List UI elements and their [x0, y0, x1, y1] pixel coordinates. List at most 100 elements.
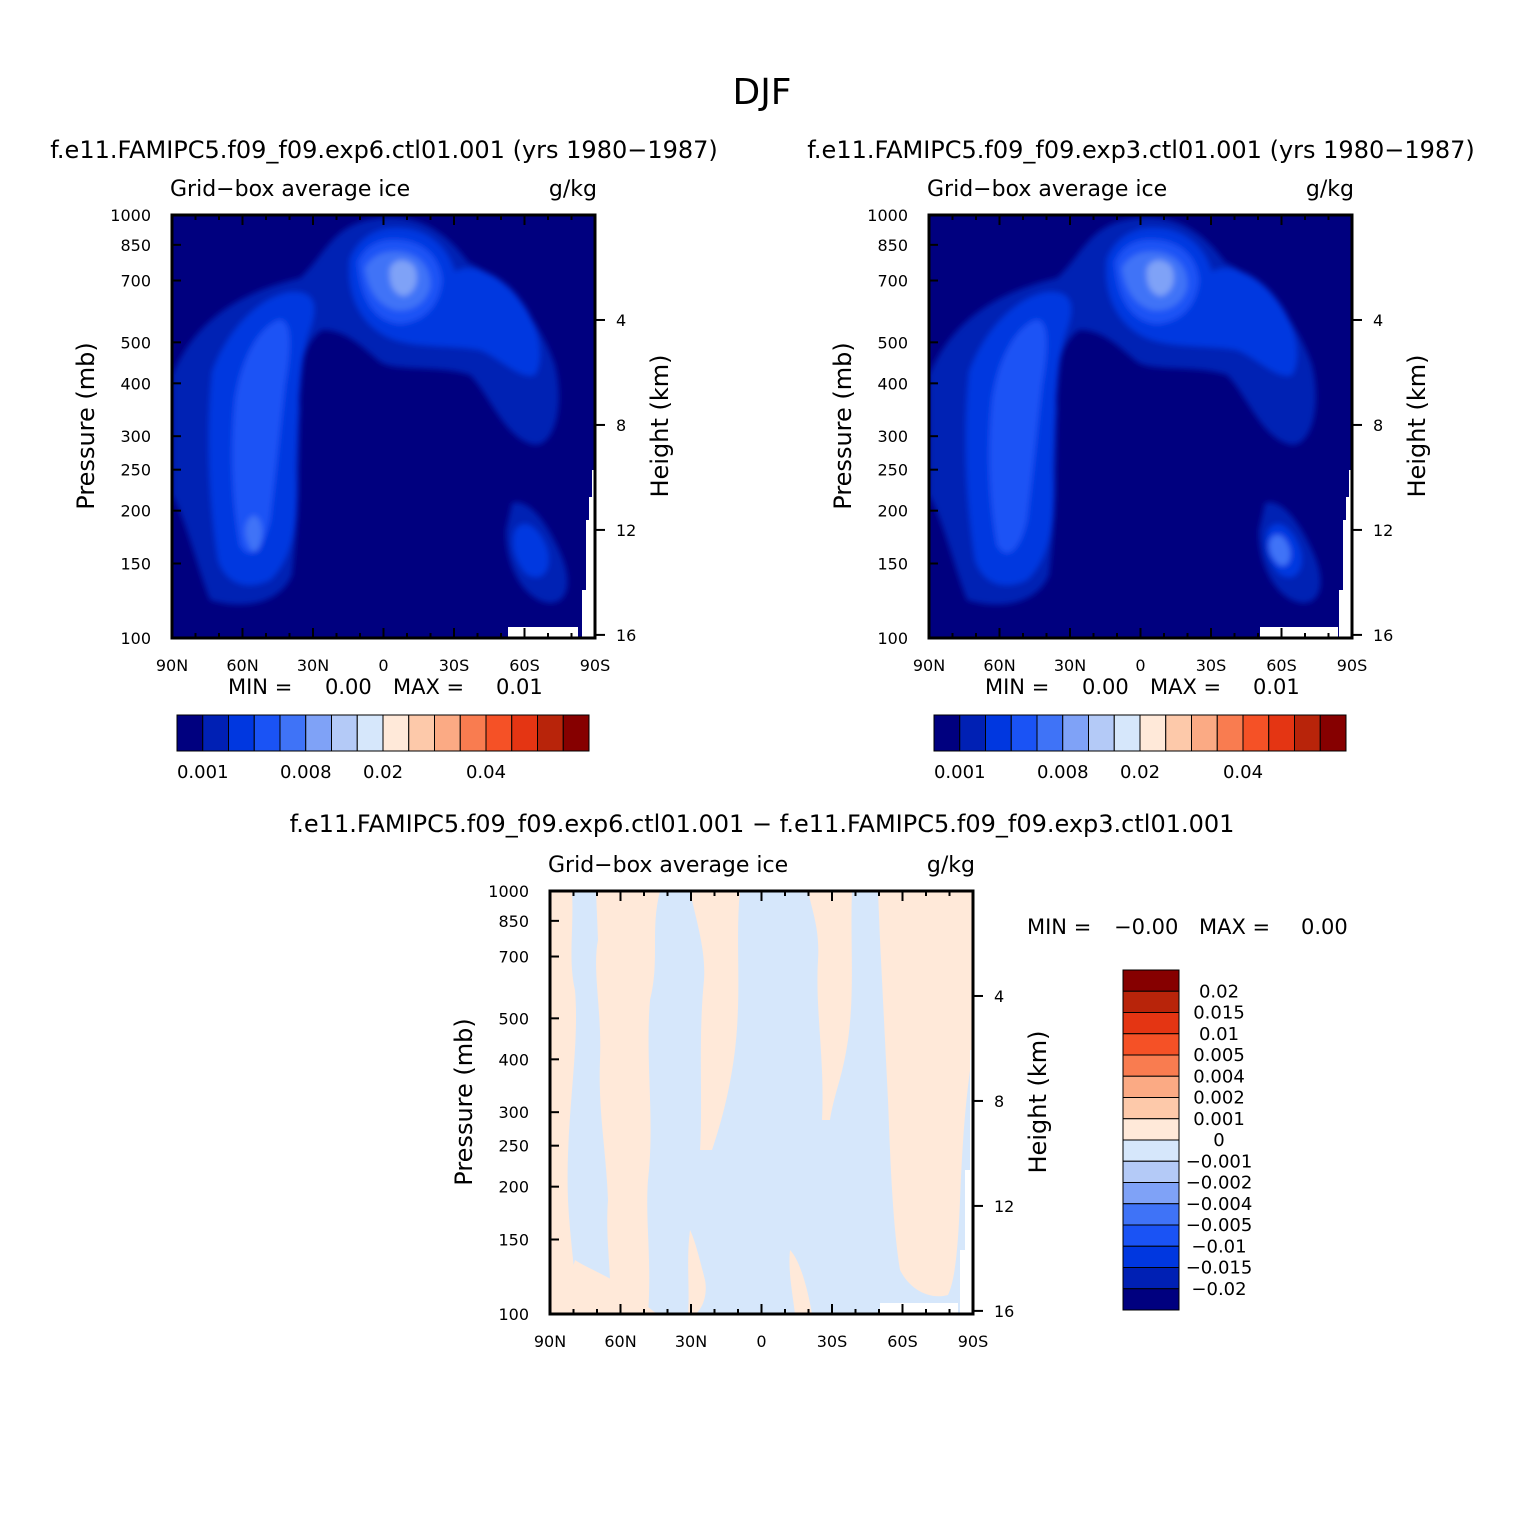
- height-axis-label: Height (km): [1403, 355, 1431, 498]
- contour-level-2c: [513, 523, 549, 578]
- y-tick-label: 850: [120, 236, 151, 255]
- height-tick-label: 8: [1373, 416, 1383, 435]
- variable-label: Grid−box average ice: [927, 177, 1167, 202]
- colorbar-box: [1122, 1224, 1180, 1247]
- min-label: MIN =: [1027, 915, 1091, 939]
- colorbar-box: [511, 714, 538, 752]
- colorbar-label: −0.01: [1191, 1236, 1246, 1257]
- x-ticks: [171, 215, 596, 638]
- y-axis-label: Pressure (mb): [450, 1018, 478, 1185]
- x-tick-label: 0: [756, 1332, 766, 1351]
- colorbar-box: [1088, 714, 1115, 752]
- colorbar-box: [537, 714, 564, 752]
- y-tick-label: 700: [877, 272, 908, 291]
- x-tick-label: 30N: [297, 656, 329, 675]
- colorbar-label: 0.005: [1193, 1045, 1245, 1066]
- colorbar-box: [1122, 990, 1180, 1013]
- y-tick-label: 200: [498, 1178, 529, 1197]
- x-ticks: [928, 215, 1353, 638]
- x-ticks: [549, 891, 974, 1314]
- y-tick-label: 200: [877, 502, 908, 521]
- x-tick-labels: 90N 60N 30N 0 30S 60S 90S: [913, 656, 1367, 675]
- x-tick-label: 60N: [226, 656, 258, 675]
- colorbar-box: [959, 714, 986, 752]
- y-tick-label: 300: [877, 427, 908, 446]
- colorbar-box: [1216, 714, 1244, 752]
- colorbar-box: [485, 714, 513, 752]
- x-tick-label: 90S: [958, 1332, 989, 1351]
- colorbar-label: 0.04: [466, 762, 506, 783]
- colorbar-box: [356, 714, 384, 752]
- y-tick-label: 250: [498, 1137, 529, 1156]
- min-value: 0.00: [325, 675, 372, 699]
- y-axis-label: Pressure (mb): [829, 342, 857, 509]
- colorbar-box: [331, 714, 358, 752]
- y-tick-label: 850: [877, 236, 908, 255]
- colorbar-box: [1113, 714, 1141, 752]
- y-tick-label: 500: [120, 333, 151, 352]
- panel-exp6: f.e11.FAMIPC5.f09_f09.exp6.ctl01.001 (yr…: [50, 136, 718, 783]
- colorbar-box: [253, 714, 281, 752]
- max-value: 0.01: [496, 675, 543, 699]
- colorbar-label: 0.002: [1193, 1088, 1245, 1109]
- colorbar-label: 0.001: [177, 762, 229, 783]
- colorbar: 0.001 0.008 0.02 0.04: [933, 714, 1347, 783]
- colorbar-box: [1122, 1012, 1180, 1035]
- max-label: MAX =: [1199, 915, 1270, 939]
- x-tick-label: 90S: [1337, 656, 1368, 675]
- positive-band-4: [808, 891, 852, 1120]
- height-tick-label: 16: [616, 626, 636, 645]
- colorbar-box: [305, 714, 332, 752]
- contour-field: [172, 215, 595, 638]
- y-tick-label: 200: [120, 502, 151, 521]
- min-value: 0.00: [1082, 675, 1129, 699]
- x-tick-label: 0: [1135, 656, 1145, 675]
- figure-title: DJF: [732, 72, 791, 113]
- difference-field: [550, 891, 973, 1314]
- height-axis-label: Height (km): [1024, 1031, 1052, 1174]
- height-tick-label: 4: [616, 311, 626, 330]
- y-tick-label: 1000: [488, 882, 529, 901]
- height-tick-label: 12: [616, 521, 636, 540]
- colorbar-box: [1165, 714, 1192, 752]
- units-label: g/kg: [927, 853, 975, 878]
- missing-data-edge: [1339, 470, 1352, 638]
- panel-case-title: f.e11.FAMIPC5.f09_f09.exp6.ctl01.001 − f…: [290, 810, 1235, 838]
- colorbar-label: −0.004: [1186, 1194, 1253, 1215]
- missing-data-block: [1260, 627, 1338, 638]
- colorbar-box: [408, 714, 435, 752]
- colorbar-label: 0.02: [363, 762, 403, 783]
- colorbar-label: 0.01: [1199, 1024, 1239, 1045]
- min-value: −0.00: [1114, 915, 1178, 939]
- x-tick-label: 60S: [509, 656, 540, 675]
- x-tick-label: 90N: [534, 1332, 566, 1351]
- min-label: MIN =: [985, 675, 1049, 699]
- positive-band-1: [550, 891, 578, 1314]
- y-tick-label: 300: [120, 427, 151, 446]
- height-axis-label: Height (km): [646, 355, 674, 498]
- colorbar-box: [176, 714, 204, 752]
- y-tick-label: 300: [498, 1103, 529, 1122]
- y-tick-label: 500: [498, 1009, 529, 1028]
- colorbar-box: [1191, 714, 1218, 752]
- height-tick-labels: 16 12 8 4: [994, 987, 1014, 1321]
- y-tick-labels: 100 150 200 250 300 400 500 700 850 1000: [110, 206, 151, 648]
- x-tick-labels: 90N 60N 30N 0 30S 60S 90S: [156, 656, 610, 675]
- colorbar-box: [228, 714, 255, 752]
- colorbar-label: 0.015: [1193, 1003, 1245, 1024]
- colorbar: 0.001 0.008 0.02 0.04: [176, 714, 590, 783]
- contour-level-3: [989, 319, 1047, 553]
- colorbar-label: 0.001: [934, 762, 986, 783]
- y-tick-label: 1000: [867, 206, 908, 225]
- colorbar-label: −0.005: [1186, 1215, 1253, 1236]
- colorbar-box: [1122, 1288, 1180, 1311]
- colorbar-box: [1122, 1118, 1180, 1141]
- y-tick-labels: 100 150 200 250 300 400 500 700 850 1000: [488, 882, 529, 1324]
- colorbar-box: [434, 714, 461, 752]
- colorbar-box: [1122, 969, 1180, 992]
- min-label: MIN =: [228, 675, 292, 699]
- colorbar-box: [1122, 1075, 1180, 1098]
- height-tick-label: 12: [1373, 521, 1393, 540]
- variable-label: Grid−box average ice: [170, 177, 410, 202]
